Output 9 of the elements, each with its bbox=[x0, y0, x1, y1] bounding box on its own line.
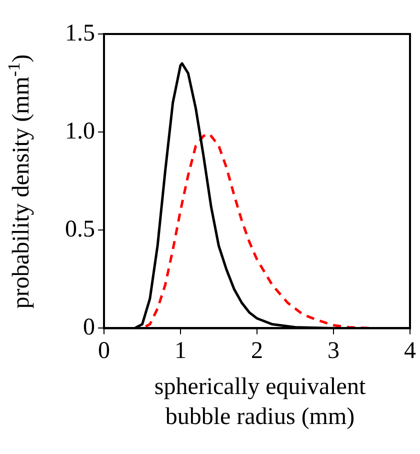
x-tick-label: 4 bbox=[404, 338, 416, 364]
x-axis-title: spherically equivalent bubble radius (mm) bbox=[153, 373, 367, 432]
y-tick-label: 1.0 bbox=[65, 118, 95, 144]
x-tick-label: 1 bbox=[174, 338, 186, 364]
y-tick-label: 0 bbox=[83, 314, 95, 340]
y-tick-label: 0.5 bbox=[65, 216, 95, 242]
x-tick-label: 2 bbox=[251, 338, 263, 364]
y-tick-label: 1.5 bbox=[65, 20, 95, 46]
x-tick-label: 3 bbox=[328, 338, 340, 364]
